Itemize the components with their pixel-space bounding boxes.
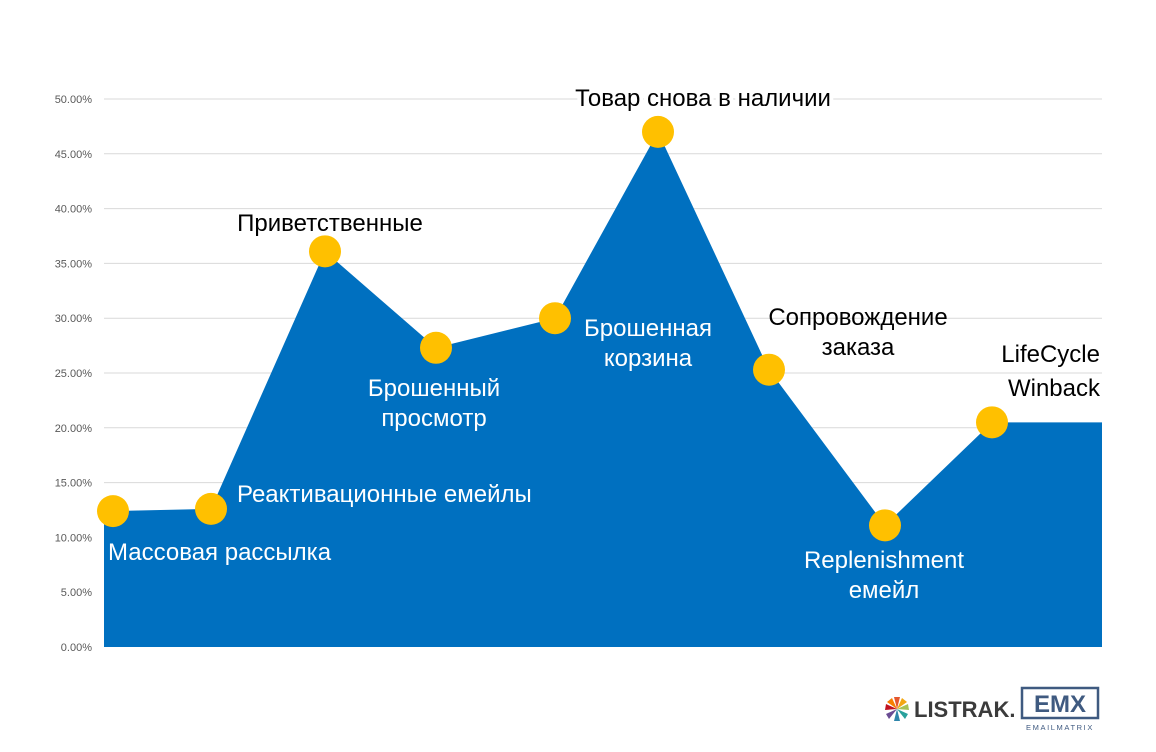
y-tick-label: 30.00% xyxy=(55,313,93,325)
y-axis-ticks: 0.00% 5.00% 10.00% 15.00% 20.00% 25.00% 30.00%… xyxy=(55,94,93,654)
annotation-line: Replenishment xyxy=(804,547,964,574)
emx-logo-text: EMX xyxy=(1034,691,1086,718)
y-tick-label: 5.00% xyxy=(61,587,92,599)
y-tick-label: 15.00% xyxy=(55,478,93,490)
area-series xyxy=(104,131,1102,647)
data-point-marker xyxy=(642,115,674,148)
annotation-layer: Массовая рассылка Реактивационные емейлы П… xyxy=(108,81,1101,604)
annotation-line: Товар снова в наличии xyxy=(575,85,831,112)
area-layer xyxy=(104,131,1102,647)
y-tick-label: 25.00% xyxy=(55,368,93,380)
emx-logo-frame xyxy=(1020,686,1100,720)
y-tick-label: 35.00% xyxy=(55,258,93,270)
data-point-marker xyxy=(195,492,227,525)
listrak-starburst-icon xyxy=(885,697,909,721)
y-tick-label: 10.00% xyxy=(55,532,93,544)
data-point-marker xyxy=(753,353,785,386)
listrak-logo: LISTRAK. xyxy=(885,697,1015,722)
y-tick-label: 0.00% xyxy=(61,642,92,654)
data-point-marker xyxy=(97,495,129,528)
y-tick-label: 40.00% xyxy=(55,204,93,216)
annotation-line: Брошенный xyxy=(368,375,500,402)
marker-layer xyxy=(97,115,1008,542)
data-point-marker xyxy=(309,235,341,268)
listrak-logo-text: LISTRAK. xyxy=(914,697,1015,722)
emx-logo: EMX EMAILMATRIX xyxy=(1020,686,1100,732)
annotation-label: Приветственные xyxy=(237,210,423,237)
annotation-line: Winback xyxy=(1008,375,1101,402)
annotation-line: Сопровождение xyxy=(768,304,947,331)
emx-logo-subtext: EMAILMATRIX xyxy=(1026,723,1094,732)
annotation-line: Брошенная xyxy=(584,315,712,342)
annotation-label: Реактивационные емейлы xyxy=(237,481,532,508)
annotation-line: Реактивационные емейлы xyxy=(237,481,532,508)
annotation-line: LifeCycle xyxy=(1001,341,1100,368)
annotation-line: заказа xyxy=(822,334,895,361)
data-point-marker xyxy=(976,406,1008,439)
annotation-label: Сопровождение заказа xyxy=(768,304,947,361)
annotation-line: Приветственные xyxy=(237,210,423,237)
annotation-line: емейл xyxy=(849,577,920,604)
y-tick-label: 45.00% xyxy=(55,149,93,161)
annotation-label: Replenishment емейл xyxy=(804,547,964,604)
y-tick-label: 50.00% xyxy=(55,94,93,106)
annotation-line: Массовая рассылка xyxy=(108,539,332,566)
annotation-line: просмотр xyxy=(381,405,486,432)
annotation-label: Брошенный просмотр xyxy=(368,375,500,432)
annotation-label: Массовая рассылка xyxy=(108,539,332,566)
data-point-marker xyxy=(869,509,901,542)
data-point-marker xyxy=(420,331,452,364)
annotation-line: корзина xyxy=(604,345,693,372)
annotation-label: Брошенная корзина xyxy=(584,315,712,372)
data-point-marker xyxy=(539,302,571,335)
y-tick-label: 20.00% xyxy=(55,423,93,435)
annotation-label: Товар снова в наличии xyxy=(575,85,831,112)
annotation-label: LifeCycle Winback xyxy=(1001,341,1101,402)
